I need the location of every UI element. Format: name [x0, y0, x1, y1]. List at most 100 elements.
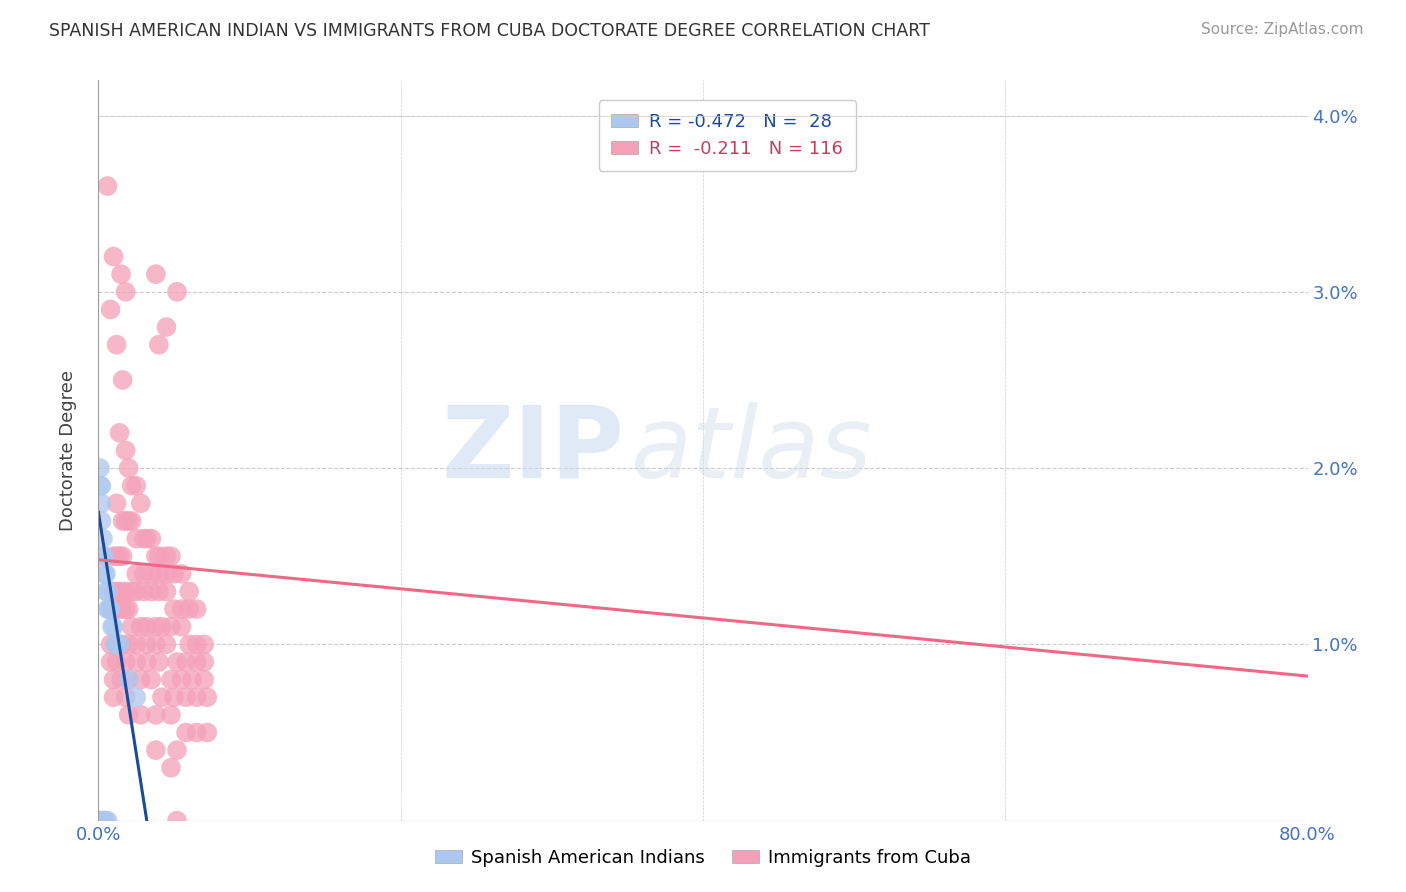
Point	[125, 566, 148, 581]
Point	[89, 814, 111, 828]
Text: Source: ZipAtlas.com: Source: ZipAtlas.com	[1201, 22, 1364, 37]
Point	[155, 549, 177, 564]
Point	[160, 707, 183, 722]
Point	[105, 549, 128, 564]
Point	[111, 514, 134, 528]
Point	[110, 602, 132, 616]
Point	[174, 690, 197, 705]
Point	[145, 743, 167, 757]
Point	[110, 637, 132, 651]
Point	[118, 461, 141, 475]
Point	[121, 620, 143, 634]
Point	[170, 673, 193, 687]
Point	[148, 655, 170, 669]
Point	[129, 673, 152, 687]
Point	[193, 655, 215, 669]
Point	[179, 637, 201, 651]
Point	[135, 637, 157, 651]
Point	[160, 761, 183, 775]
Point	[170, 566, 193, 581]
Point	[145, 620, 167, 634]
Point	[125, 584, 148, 599]
Text: ZIP: ZIP	[441, 402, 624, 499]
Point	[100, 637, 122, 651]
Point	[118, 637, 141, 651]
Point	[118, 673, 141, 687]
Point	[145, 267, 167, 281]
Point	[101, 620, 124, 634]
Point	[135, 655, 157, 669]
Point	[174, 655, 197, 669]
Point	[91, 532, 114, 546]
Point	[148, 549, 170, 564]
Point	[129, 496, 152, 510]
Point	[195, 690, 218, 705]
Point	[108, 549, 131, 564]
Point	[181, 673, 204, 687]
Point	[193, 673, 215, 687]
Point	[155, 637, 177, 651]
Point	[148, 337, 170, 351]
Point	[114, 285, 136, 299]
Point	[110, 673, 132, 687]
Point	[105, 637, 128, 651]
Point	[111, 373, 134, 387]
Point	[186, 690, 208, 705]
Point	[114, 690, 136, 705]
Point	[132, 584, 155, 599]
Point	[121, 584, 143, 599]
Point	[129, 620, 152, 634]
Point	[114, 602, 136, 616]
Point	[186, 725, 208, 739]
Point	[93, 814, 115, 828]
Point	[186, 637, 208, 651]
Point	[148, 584, 170, 599]
Point	[141, 584, 163, 599]
Point	[96, 584, 118, 599]
Point	[155, 584, 177, 599]
Point	[179, 602, 201, 616]
Point	[103, 673, 125, 687]
Text: SPANISH AMERICAN INDIAN VS IMMIGRANTS FROM CUBA DOCTORATE DEGREE CORRELATION CHA: SPANISH AMERICAN INDIAN VS IMMIGRANTS FR…	[49, 22, 931, 40]
Point	[105, 602, 128, 616]
Point	[103, 549, 125, 564]
Point	[145, 707, 167, 722]
Point	[114, 443, 136, 458]
Point	[160, 549, 183, 564]
Point	[160, 673, 183, 687]
Point	[163, 690, 186, 705]
Point	[141, 566, 163, 581]
Point	[96, 179, 118, 194]
Point	[125, 532, 148, 546]
Text: atlas: atlas	[630, 402, 872, 499]
Point	[103, 620, 125, 634]
Point	[155, 566, 177, 581]
Point	[150, 620, 173, 634]
Point	[148, 566, 170, 581]
Point	[129, 707, 152, 722]
Point	[132, 532, 155, 546]
Point	[91, 549, 114, 564]
Point	[94, 814, 117, 828]
Point	[118, 514, 141, 528]
Legend: Spanish American Indians, Immigrants from Cuba: Spanish American Indians, Immigrants fro…	[427, 842, 979, 874]
Point	[110, 267, 132, 281]
Point	[135, 532, 157, 546]
Point	[90, 496, 112, 510]
Point	[100, 602, 122, 616]
Point	[89, 479, 111, 493]
Point	[163, 566, 186, 581]
Point	[100, 302, 122, 317]
Point	[135, 620, 157, 634]
Point	[155, 320, 177, 334]
Point	[108, 637, 131, 651]
Point	[90, 814, 112, 828]
Point	[108, 425, 131, 440]
Point	[96, 814, 118, 828]
Point	[114, 655, 136, 669]
Point	[125, 637, 148, 651]
Point	[105, 637, 128, 651]
Point	[89, 461, 111, 475]
Point	[114, 584, 136, 599]
Point	[93, 566, 115, 581]
